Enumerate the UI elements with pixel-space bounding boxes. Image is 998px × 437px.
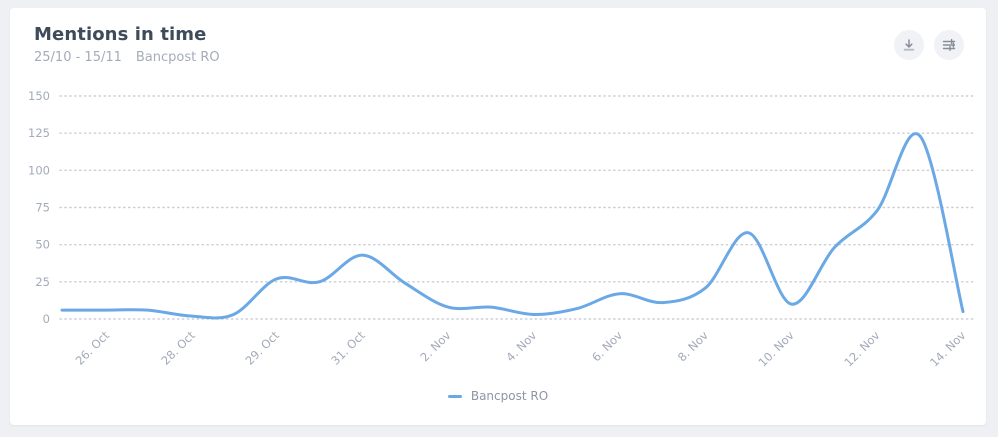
sliders-icon [942, 38, 956, 52]
x-tick-label: 12. Nov [841, 328, 882, 369]
y-tick-label: 125 [28, 126, 50, 140]
x-tick-label: 29. Oct [242, 328, 282, 368]
x-tick-label: 26. Oct [73, 328, 113, 368]
x-tick-label: 10. Nov [755, 328, 796, 369]
profile-name: Bancpost RO [135, 50, 220, 65]
x-tick-label: 8. Nov [675, 328, 711, 364]
x-tick-label: 14. Nov [927, 328, 968, 369]
legend-label: Bancpost RO [470, 389, 549, 403]
chart-settings-button[interactable] [934, 30, 964, 60]
y-tick-label: 50 [35, 238, 50, 252]
x-tick-label: 31. Oct [328, 328, 368, 368]
card-titles: Mentions in time 25/10 - 15/11 Bancpost R… [34, 24, 220, 65]
series-line-bancpost-ro [60, 132, 965, 320]
download-icon [903, 39, 915, 51]
x-tick-label: 2. Nov [417, 328, 453, 364]
y-tick-label: 0 [43, 312, 50, 326]
mentions-card: Mentions in time 25/10 - 15/11 Bancpost R… [10, 8, 986, 425]
legend-dash-icon [447, 394, 462, 398]
y-tick-label: 75 [35, 201, 50, 215]
y-tick-label: 100 [28, 163, 50, 177]
download-button[interactable] [894, 30, 924, 60]
chart-subtitle: 25/10 - 15/11 Bancpost RO [34, 50, 220, 65]
mentions-line-chart[interactable]: 0 25 50 75 100 125 150 26. Oct 28. Oct 29. Oct 31.… [10, 8, 986, 425]
x-tick-label: 6. Nov [589, 328, 625, 364]
card-actions [894, 24, 964, 60]
x-tick-label: 4. Nov [503, 328, 539, 364]
page-title: Mentions in time [34, 24, 207, 45]
date-range: 25/10 - 15/11 [34, 50, 122, 65]
x-tick-label: 28. Oct [158, 328, 198, 368]
y-tick-label: 25 [35, 275, 50, 289]
card-header: Mentions in time 25/10 - 15/11 Bancpost R… [10, 8, 986, 65]
legend-item[interactable]: Bancpost RO [10, 389, 986, 403]
y-tick-label: 150 [28, 89, 50, 103]
